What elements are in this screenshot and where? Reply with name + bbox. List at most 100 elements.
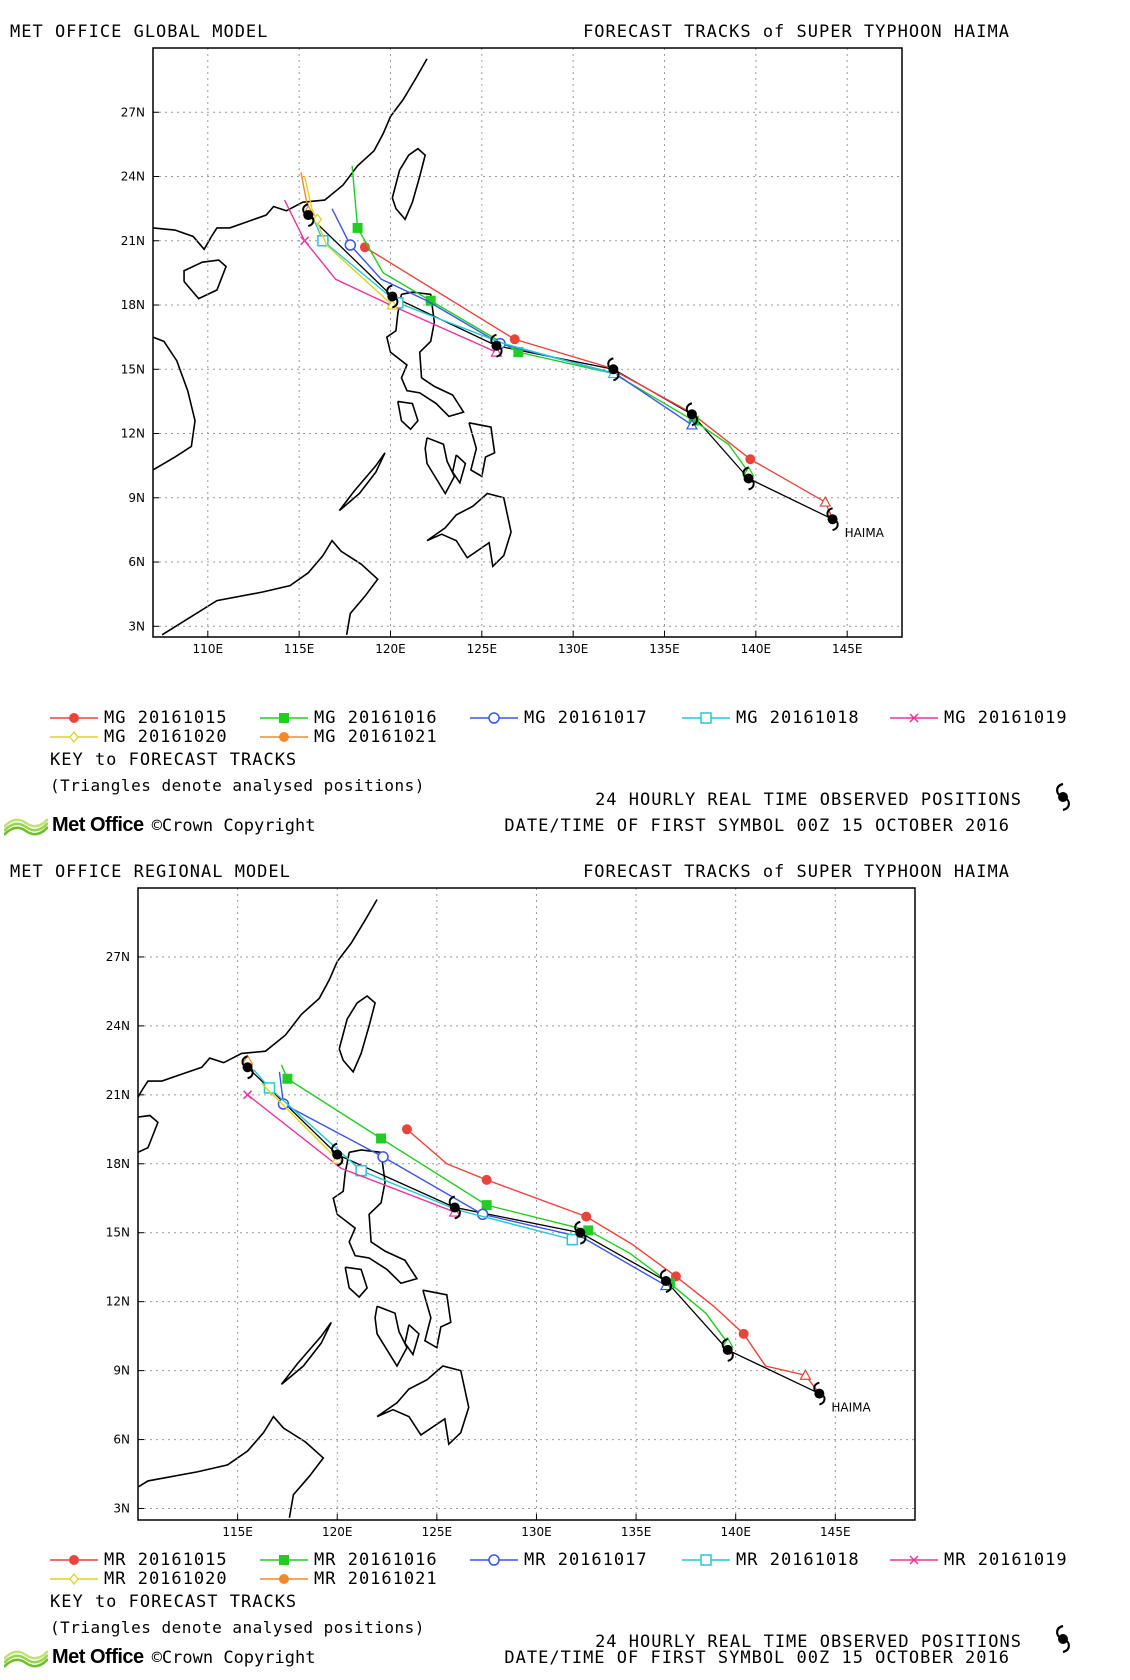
observed-typhoon-symbol: [685, 402, 699, 427]
x-tick-label: 110E: [193, 642, 224, 656]
forecast-point: [401, 1124, 412, 1135]
forecast-point: [300, 236, 310, 246]
x-tick-label: 125E: [467, 642, 498, 656]
forecast-track-map: HAIMA 115E 120E 125E 130E 135E 140E 145E 3N 6N 9N…: [106, 887, 916, 1539]
key-note: (Triangles denote analysed positions): [50, 1618, 425, 1637]
y-tick-label: 27N: [121, 105, 145, 119]
typhoon-symbol-arm: [832, 519, 839, 532]
key-note: (Triangles denote analysed positions): [50, 776, 425, 795]
coastline: [451, 454, 467, 485]
y-tick-label: 9N: [128, 491, 145, 505]
plot-frame: [137, 887, 916, 1521]
y-tick-label: 3N: [128, 619, 145, 633]
x-tick-label: 130E: [558, 642, 589, 656]
forecast-track-line: [364, 246, 834, 520]
typhoon-symbol-eye: [827, 514, 838, 525]
coastline: [138, 1114, 159, 1154]
observed-typhoon-symbol: [241, 1055, 254, 1080]
date-note: DATE/TIME OF FIRST SYMBOL 00Z 15 OCTOBER…: [504, 1648, 1010, 1668]
typhoon-symbol-eye: [332, 1149, 343, 1160]
x-tick-label: 140E: [741, 642, 772, 656]
coastline: [422, 1289, 452, 1349]
legend-item-3: MR 20161017: [470, 1550, 648, 1570]
forecast-point: [312, 213, 323, 226]
coastline: [183, 259, 228, 300]
typhoon-symbol-eye: [722, 1344, 733, 1355]
y-tick-label: 18N: [106, 1157, 130, 1171]
forecast-track-line: [313, 219, 615, 375]
typhoon-symbol-arm: [612, 369, 620, 382]
coastline: [338, 995, 376, 1074]
coastline: [161, 539, 379, 636]
observed-typhoon-symbol: [813, 1381, 826, 1406]
cross-marker-icon: [890, 1555, 938, 1565]
legend-item-6: MG 20161020: [50, 727, 228, 747]
y-tick-label: 15N: [106, 1226, 130, 1240]
x-tick-label: 115E: [222, 1525, 253, 1539]
typhoon-symbol-arm: [665, 1281, 673, 1293]
forecast-track-line: [351, 165, 750, 479]
map-land: [138, 899, 470, 1518]
diamond-marker-icon: [50, 730, 98, 744]
typhoon-symbol-arm: [727, 1349, 734, 1362]
copyright: ©Crown Copyright: [151, 815, 316, 836]
typhoon-symbol-eye: [814, 1388, 825, 1399]
date-note: DATE/TIME OF FIRST SYMBOL 00Z 15 OCTOBER…: [504, 816, 1010, 836]
observed-track-line: [247, 1066, 820, 1395]
regional-model-panel: MET OFFICE REGIONAL MODEL FORECAST TRACK…: [0, 840, 1130, 1680]
typhoon-symbol-arm: [496, 345, 503, 358]
forecast-track-line: [331, 208, 693, 427]
legend-label: MR 20161020: [104, 1569, 228, 1589]
forecast-point: [425, 295, 436, 306]
cross-marker-icon: [890, 713, 938, 723]
coastline: [426, 492, 512, 568]
forecast-point: [377, 1151, 389, 1163]
x-tick-label: 120E: [375, 642, 406, 656]
legend-item-5: MR 20161019: [890, 1550, 1068, 1570]
coastline: [424, 437, 456, 496]
coastline: [344, 1266, 369, 1299]
forecast-track-line: [280, 1064, 729, 1350]
forecast-point: [481, 1174, 492, 1185]
observed-positions-note: 24 HOURLY REAL TIME OBSERVED POSITIONS: [595, 790, 1022, 810]
y-tick-label: 21N: [106, 1088, 130, 1102]
filled-square-marker-icon: [260, 713, 308, 723]
coastline: [153, 336, 196, 471]
forecast-point: [263, 1082, 276, 1094]
legend-label: MR 20161017: [524, 1550, 648, 1570]
open-circle-marker-icon: [470, 1554, 518, 1566]
y-tick-label: 12N: [121, 427, 145, 441]
legend-label: MG 20161015: [104, 708, 228, 728]
diamond-marker-icon: [50, 1572, 98, 1586]
coastline: [374, 1305, 408, 1368]
legend-label: MR 20161015: [104, 1550, 228, 1570]
coastline: [468, 422, 496, 478]
forecast-point: [243, 1090, 253, 1100]
map-land: [153, 58, 512, 636]
open-square-marker-icon: [682, 1554, 730, 1566]
typhoon-symbol-eye: [686, 409, 697, 420]
typhoon-symbol-eye: [387, 291, 398, 302]
observed-typhoon-symbol: [331, 1142, 344, 1167]
legend-label: MG 20161020: [104, 727, 228, 747]
forecast-point: [583, 1225, 594, 1236]
filled-circle-marker-icon: [260, 1574, 308, 1584]
typhoon-symbol-arm: [247, 1067, 254, 1080]
forecast-track-line: [406, 1128, 820, 1395]
y-tick-label: 24N: [121, 170, 145, 184]
coastline: [332, 1149, 419, 1285]
y-tick-label: 12N: [106, 1295, 130, 1309]
legend-label: MG 20161017: [524, 708, 648, 728]
filled-circle-marker-icon: [50, 713, 98, 723]
typhoon-symbol-arm: [579, 1232, 587, 1245]
x-tick-label: 130E: [521, 1525, 552, 1539]
typhoon-symbol-eye: [303, 210, 314, 221]
forecast-track-line: [247, 1094, 456, 1214]
forecast-point: [376, 1133, 387, 1144]
brand-name: Met Office: [52, 1646, 144, 1668]
observed-positions-note: 24 HOURLY REAL TIME OBSERVED POSITIONS: [595, 1632, 1022, 1652]
x-tick-label: 135E: [649, 642, 680, 656]
observed-typhoon-symbol: [448, 1195, 461, 1220]
x-tick-label: 125E: [422, 1525, 453, 1539]
typhoon-symbol-icon: [1056, 1624, 1070, 1654]
